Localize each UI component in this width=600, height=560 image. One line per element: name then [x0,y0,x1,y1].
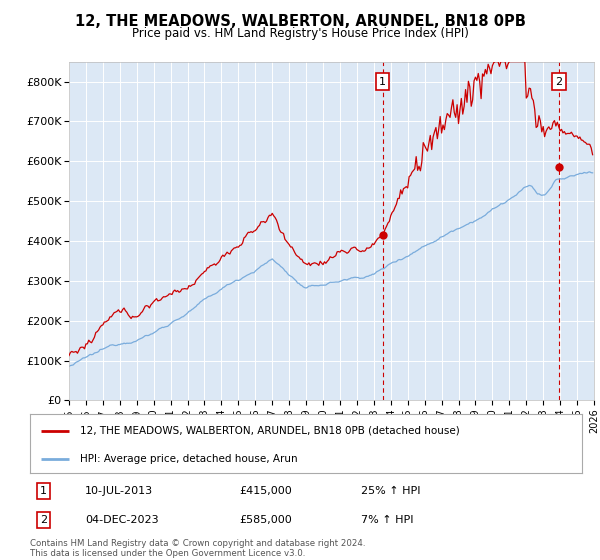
Text: 12, THE MEADOWS, WALBERTON, ARUNDEL, BN18 0PB: 12, THE MEADOWS, WALBERTON, ARUNDEL, BN1… [74,14,526,29]
Text: 1: 1 [379,77,386,87]
Text: 04-DEC-2023: 04-DEC-2023 [85,515,159,525]
Text: 2: 2 [555,77,562,87]
Text: £415,000: £415,000 [240,486,293,496]
Text: £585,000: £585,000 [240,515,293,525]
Text: 12, THE MEADOWS, WALBERTON, ARUNDEL, BN18 0PB (detached house): 12, THE MEADOWS, WALBERTON, ARUNDEL, BN1… [80,426,460,436]
Text: 2: 2 [40,515,47,525]
Text: HPI: Average price, detached house, Arun: HPI: Average price, detached house, Arun [80,454,298,464]
Text: Price paid vs. HM Land Registry's House Price Index (HPI): Price paid vs. HM Land Registry's House … [131,27,469,40]
Text: 10-JUL-2013: 10-JUL-2013 [85,486,154,496]
Text: 1: 1 [40,486,47,496]
Text: 25% ↑ HPI: 25% ↑ HPI [361,486,421,496]
Text: 7% ↑ HPI: 7% ↑ HPI [361,515,414,525]
Text: Contains HM Land Registry data © Crown copyright and database right 2024.
This d: Contains HM Land Registry data © Crown c… [30,539,365,558]
